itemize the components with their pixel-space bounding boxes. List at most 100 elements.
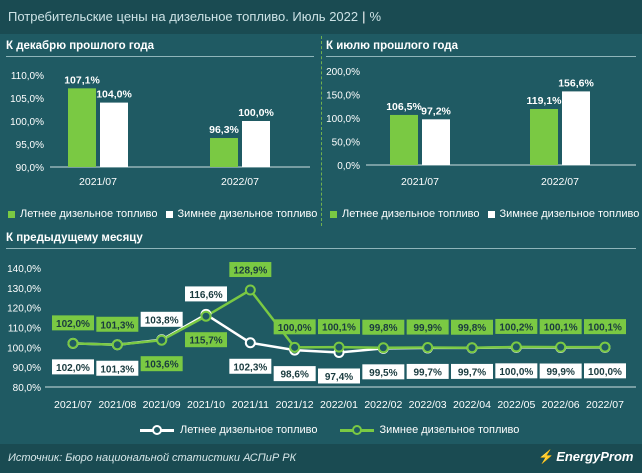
data-label: 96,3% [209,124,239,136]
section-rule-dec [6,56,314,57]
source-note: Источник: Бюро национальной статистики А… [8,452,297,464]
x-tick-label: 2021/07 [79,176,117,188]
data-label-winter: 99,8% [458,323,486,334]
data-label-summer: 99,9% [546,367,574,378]
legend-label-winter: Зимнее дизельное топливо [379,424,520,436]
bar [390,114,418,165]
y-tick-label: 150,0% [326,91,360,102]
x-tick-label: 2022/03 [409,399,447,411]
legend-label-summer: Летнее дизельное топливо [342,208,480,220]
bar [562,91,590,165]
legend-jul: Летнее дизельное топливо Зимнее дизельно… [330,208,642,220]
data-label-summer: 99,5% [369,368,397,379]
data-label-winter-box [362,319,405,335]
chart-title-text: Потребительские цены на дизельное топлив… [8,9,359,24]
series-point-winter [377,342,389,354]
x-tick-label: 2022/07 [221,176,259,188]
data-label-summer-box [584,363,626,379]
series-point-winter [466,342,478,354]
legend-swatch-winter [487,210,495,218]
bolt-icon: ⚡ [538,449,555,464]
data-label-winter: 100,0% [278,323,312,334]
data-label: 107,1% [64,74,100,86]
data-label: 97,2% [421,105,451,117]
data-label-winter-box [52,315,94,331]
y-tick-label: 110,0% [11,71,44,82]
x-tick-label: 2021/10 [187,399,225,411]
legend-mom: Летнее дизельное топливо Зимнее дизельно… [140,424,527,436]
x-tick-label: 2021/09 [143,399,181,411]
data-label-winter-box [451,319,493,335]
data-label-winter-box [185,332,227,348]
legend-swatch-summer [330,210,337,218]
x-tick-label: 2022/07 [586,399,624,411]
data-label-winter-box [584,319,626,335]
data-label-winter: 115,7% [189,336,222,347]
series-point-winter [244,284,256,296]
x-tick-label: 2022/01 [320,399,358,411]
y-tick-label: 130,0% [7,284,41,295]
data-label-summer: 97,4% [325,372,353,383]
brand-logo-text: EnergyProm [556,449,634,464]
x-tick-label: 2022/02 [364,399,402,411]
series-point-winter [333,341,345,353]
legend-swatch-summer [8,210,15,218]
x-tick-label: 2022/06 [542,399,580,411]
x-tick-label: 2021/07 [54,399,92,411]
data-label-summer-box [140,311,183,327]
legend-item-winter: Зимнее дизельное топливо [487,208,639,220]
data-label-summer-box [318,368,360,384]
data-label-winter-box [229,262,272,278]
series-point-winter [67,337,79,349]
bar [422,119,450,165]
series-point-winter [200,310,212,322]
y-tick-label: 50,0% [332,138,360,149]
data-label-winter-box [539,319,582,335]
data-label-winter: 128,9% [233,266,267,277]
y-tick-label: 120,0% [7,304,41,315]
brand-logo: ⚡ EnergyProm [538,449,634,465]
data-label-winter: 99,9% [413,323,441,334]
footer-bar [0,444,642,473]
data-label-summer-box [451,363,493,379]
legend-item-winter: Зимнее дизельное топливо [165,208,317,220]
x-tick-label: 2022/04 [453,399,491,411]
legend-item-summer-line: Летнее дизельное топливо [140,424,318,436]
data-label-summer: 99,7% [458,367,486,378]
data-label-winter-box [140,356,183,372]
title-bar [0,0,642,34]
section-rule-mom [6,248,636,249]
data-label-winter: 100,1% [322,323,356,334]
data-label-winter-box [273,319,316,335]
legend-line-summer [140,425,174,435]
data-label-winter: 99,8% [369,323,397,334]
panel-divider [321,36,322,226]
data-label-summer: 100,0% [588,367,622,378]
legend-line-winter [339,425,374,435]
data-label-summer: 101,3% [100,364,134,375]
legend-swatch-winter [165,210,173,218]
data-label-summer-box [96,360,139,376]
legend-label-summer: Летнее дизельное топливо [20,208,158,220]
data-label-winter-box [318,319,360,335]
bar [210,138,238,167]
data-label-winter-box [406,319,449,335]
data-label-summer-box [185,286,227,302]
series-point-winter [599,341,611,353]
data-label-winter: 100,1% [588,323,622,334]
y-tick-label: 140,0% [7,264,41,275]
title-separator: | [362,9,366,24]
x-tick-label: 2021/07 [401,176,439,188]
y-tick-label: 90,0% [16,163,44,174]
bar [242,121,270,167]
series-point-winter [111,339,123,351]
series-point-winter [422,342,434,354]
legend-item-summer: Летнее дизельное топливо [8,208,158,220]
legend-dec: Летнее дизельное топливо Зимнее дизельно… [8,208,325,220]
x-tick-label: 2021/08 [98,399,136,411]
y-tick-label: 110,0% [8,324,41,335]
data-label: 156,6% [558,77,594,89]
data-label: 100,0% [238,107,274,119]
legend-item-summer: Летнее дизельное топливо [330,208,480,220]
data-label-winter-box [495,318,538,334]
